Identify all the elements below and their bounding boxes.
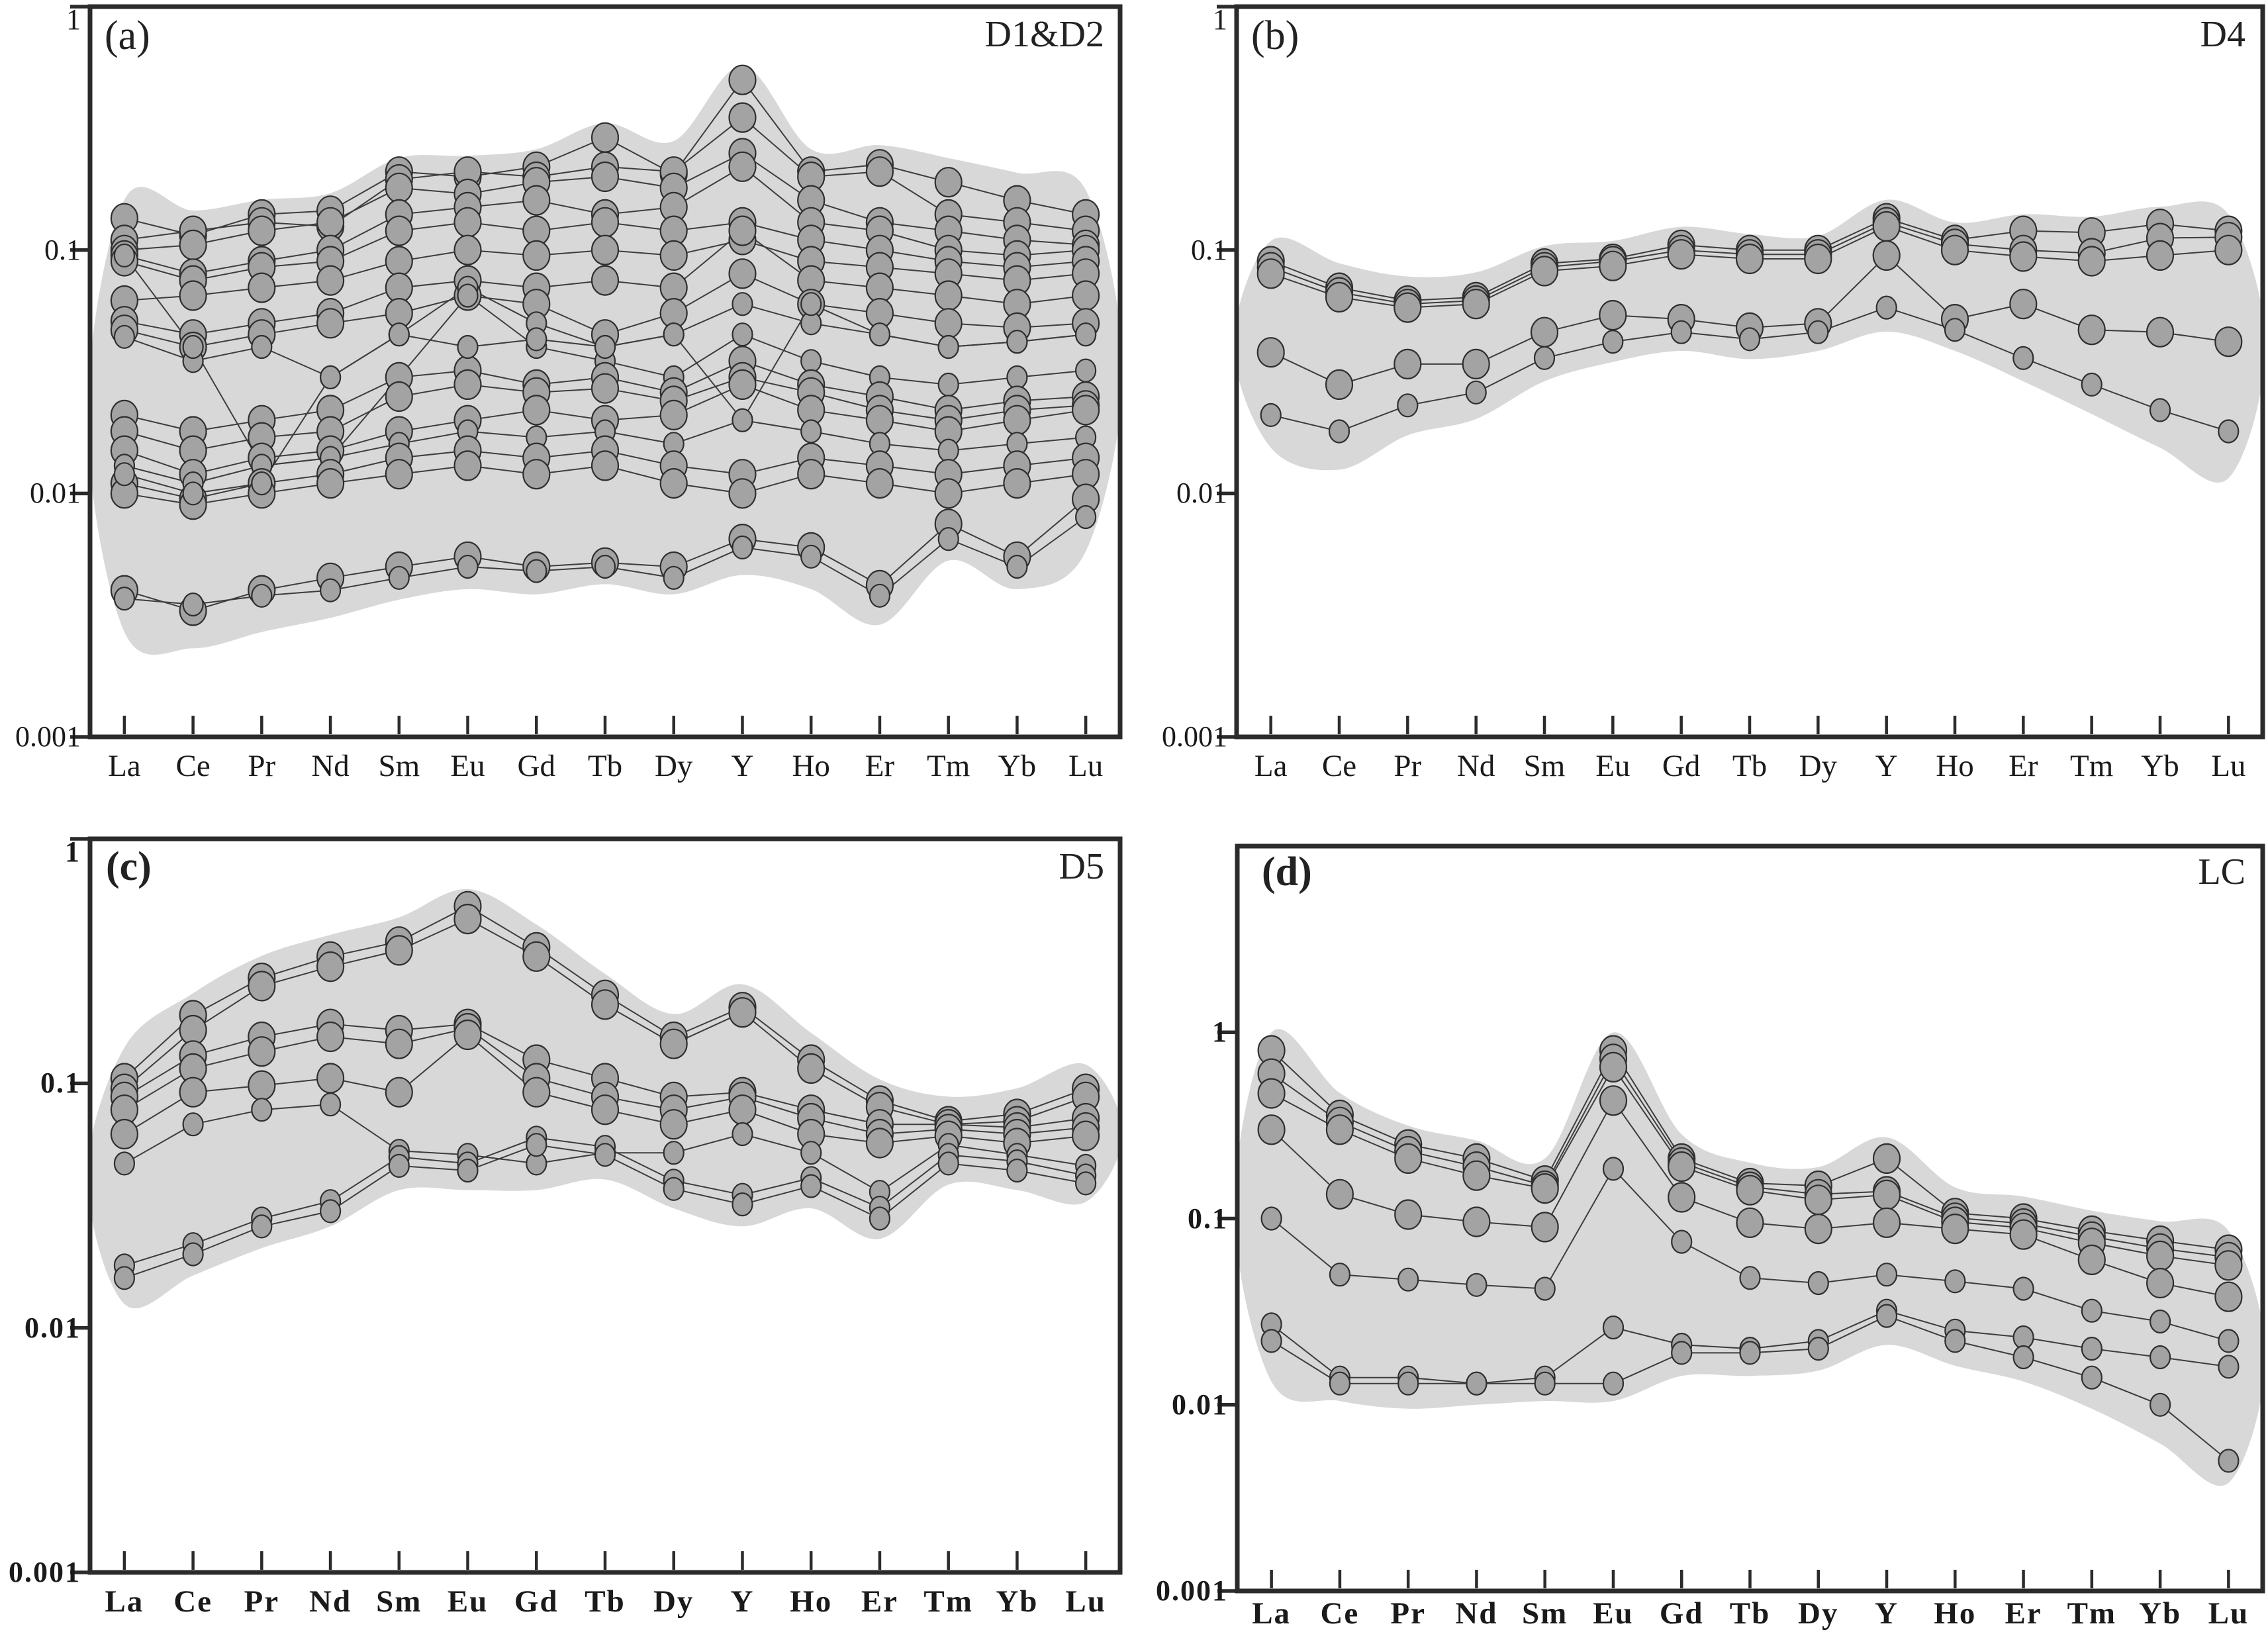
sample-markers — [110, 64, 1100, 626]
x-element-label: La — [105, 1584, 144, 1619]
x-element-label: Eu — [1595, 749, 1630, 783]
plot-border — [1234, 4, 2265, 740]
y-tick-label: 0.001 — [9, 1556, 81, 1588]
x-element-label: Tb — [585, 1584, 626, 1619]
sample-markers — [1257, 1035, 2243, 1473]
x-element-label: Gd — [514, 1584, 559, 1619]
panel-lc-chart — [1217, 843, 2265, 1594]
y-tick-label: 0.001 — [1156, 1574, 1228, 1607]
x-element-label: Sm — [1523, 749, 1566, 783]
x-element-label: Er — [865, 749, 895, 783]
group-label-lc: LC — [2198, 851, 2245, 892]
panel-letter-a: (a) — [105, 13, 150, 58]
y-tick-label: 0.1 — [1191, 233, 1227, 266]
axis-ticks — [1217, 5, 2230, 739]
x-element-label: Nd — [311, 749, 350, 783]
plot-border — [87, 4, 1123, 740]
x-element-label: Nd — [309, 1584, 352, 1619]
y-tick-label: 1 — [1213, 3, 1227, 36]
envelope-region — [1239, 1029, 2261, 1486]
y-tick-label: 0.1 — [40, 1067, 81, 1100]
x-element-label: Ho — [792, 749, 830, 783]
panel-d1d2-chart — [70, 4, 1123, 740]
group-label-d4: D4 — [2200, 14, 2245, 55]
x-element-label: Lu — [1065, 1584, 1106, 1619]
panel-letter-c: (c) — [106, 844, 152, 889]
panel-lc: (d) LC 1 0.1 0.01 0.001 La Ce Pr Nd Sm Eu Gd Tb Dy Y H… — [1156, 811, 2268, 1631]
panel-d4: (b) D4 1 0.1 0.01 0.001 La Ce Pr Nd Sm Eu Gd Tb Dy Y H… — [1162, 0, 2268, 811]
sample-markers — [1256, 203, 2243, 444]
x-element-label: Eu — [447, 1584, 489, 1619]
x-element-label: Y — [730, 1584, 755, 1619]
x-element-label: Nd — [1456, 749, 1495, 783]
x-element-label: Gd — [1662, 749, 1701, 783]
panel-letter-d: (d) — [1262, 849, 1312, 894]
x-element-label: Yb — [2141, 749, 2179, 783]
x-element-label: Pr — [244, 1584, 280, 1619]
x-element-label: Ce — [175, 749, 211, 783]
panel-d5: (c) D5 1 0.1 0.01 0.001 La Ce Pr Nd Sm Eu Gd Tb Dy Y H… — [0, 811, 1165, 1619]
x-element-label: Y — [1875, 749, 1898, 783]
x-element-label: Lu — [1068, 749, 1104, 783]
axis-ticks — [1217, 1030, 2230, 1593]
x-element-label: Er — [2008, 749, 2038, 783]
y-tick-label: 0.001 — [15, 720, 81, 753]
y-tick-label: 0.01 — [1176, 477, 1227, 510]
x-element-label: Er — [861, 1584, 899, 1619]
y-tick-label: 0.1 — [44, 233, 81, 266]
x-element-label: Y — [731, 749, 754, 783]
x-element-label: Yb — [996, 1584, 1039, 1619]
x-element-label: Lu — [2208, 1596, 2249, 1631]
x-element-label: Tm — [927, 749, 970, 783]
x-element-label: Sm — [376, 1584, 422, 1619]
group-label-d1d2: D1&D2 — [984, 14, 1104, 55]
x-element-label: Dy — [1799, 749, 1838, 783]
y-tick-label: 1 — [65, 836, 81, 868]
panel-letter-b: (b) — [1251, 13, 1299, 58]
y-tick-label: 1 — [1212, 1016, 1228, 1049]
x-element-label: Pr — [1394, 749, 1422, 783]
group-label-d5: D5 — [1059, 846, 1104, 887]
x-element-label: Pr — [248, 749, 276, 783]
x-element-label: Ce — [1321, 749, 1357, 783]
x-element-label: Eu — [450, 749, 485, 783]
x-element-label: Yb — [998, 749, 1037, 783]
x-element-label: La — [1254, 749, 1288, 783]
y-tick-label: 0.01 — [24, 1311, 81, 1344]
x-element-label: La — [108, 749, 141, 783]
x-element-label: Gd — [517, 749, 555, 783]
x-element-label: Dy — [654, 749, 693, 783]
x-element-label: Ho — [1936, 749, 1974, 783]
x-element-label: Tb — [587, 749, 623, 783]
sample-markers — [110, 890, 1100, 1290]
y-tick-label: 0.001 — [1162, 720, 1227, 753]
y-tick-label: 1 — [66, 3, 81, 36]
y-tick-label: 0.01 — [1172, 1388, 1228, 1421]
y-tick-label: 0.01 — [30, 477, 81, 510]
panel-d4-chart — [1217, 4, 2265, 740]
x-element-label: Ho — [790, 1584, 833, 1619]
axis-ticks — [70, 5, 1088, 739]
panel-d5-chart — [70, 836, 1123, 1575]
axis-ticks — [70, 837, 1088, 1574]
x-element-label: Sm — [378, 749, 420, 783]
x-element-label: Tm — [923, 1584, 973, 1619]
panel-d1d2: (a) D1&D2 1 0.1 0.01 0.001 La Ce Pr Nd Sm Eu Gd Tb D… — [0, 0, 1165, 811]
plot-border — [87, 836, 1123, 1575]
plot-border — [1235, 843, 2265, 1594]
x-element-label: Ce — [173, 1584, 213, 1619]
x-element-label: Tm — [2070, 749, 2114, 783]
x-element-label: Lu — [2211, 749, 2246, 783]
x-element-label: Tb — [1732, 749, 1768, 783]
y-tick-label: 0.1 — [1188, 1202, 1228, 1235]
x-element-label: Dy — [653, 1584, 694, 1619]
